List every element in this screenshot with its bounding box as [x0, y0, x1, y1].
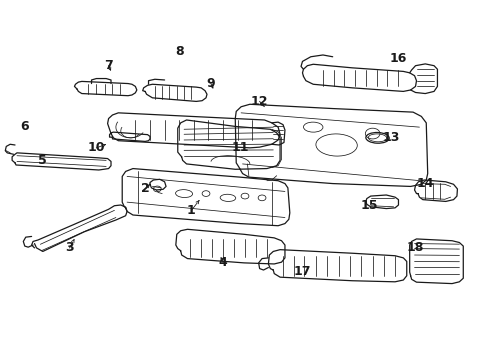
Text: 8: 8 [175, 45, 184, 58]
Text: 1: 1 [187, 204, 196, 217]
Text: 11: 11 [231, 141, 249, 154]
Text: 14: 14 [416, 177, 434, 190]
Text: 2: 2 [141, 183, 149, 195]
Text: 18: 18 [407, 241, 424, 255]
Text: 15: 15 [361, 198, 378, 212]
Text: 6: 6 [21, 120, 29, 133]
Text: 9: 9 [207, 77, 215, 90]
Text: 17: 17 [294, 265, 311, 278]
Text: 4: 4 [219, 256, 227, 269]
Text: 3: 3 [65, 241, 74, 255]
Text: 7: 7 [104, 59, 113, 72]
Text: 13: 13 [383, 131, 400, 144]
Text: 10: 10 [88, 141, 105, 154]
Text: 12: 12 [251, 95, 269, 108]
Text: 16: 16 [390, 52, 407, 65]
Text: 5: 5 [38, 154, 47, 167]
